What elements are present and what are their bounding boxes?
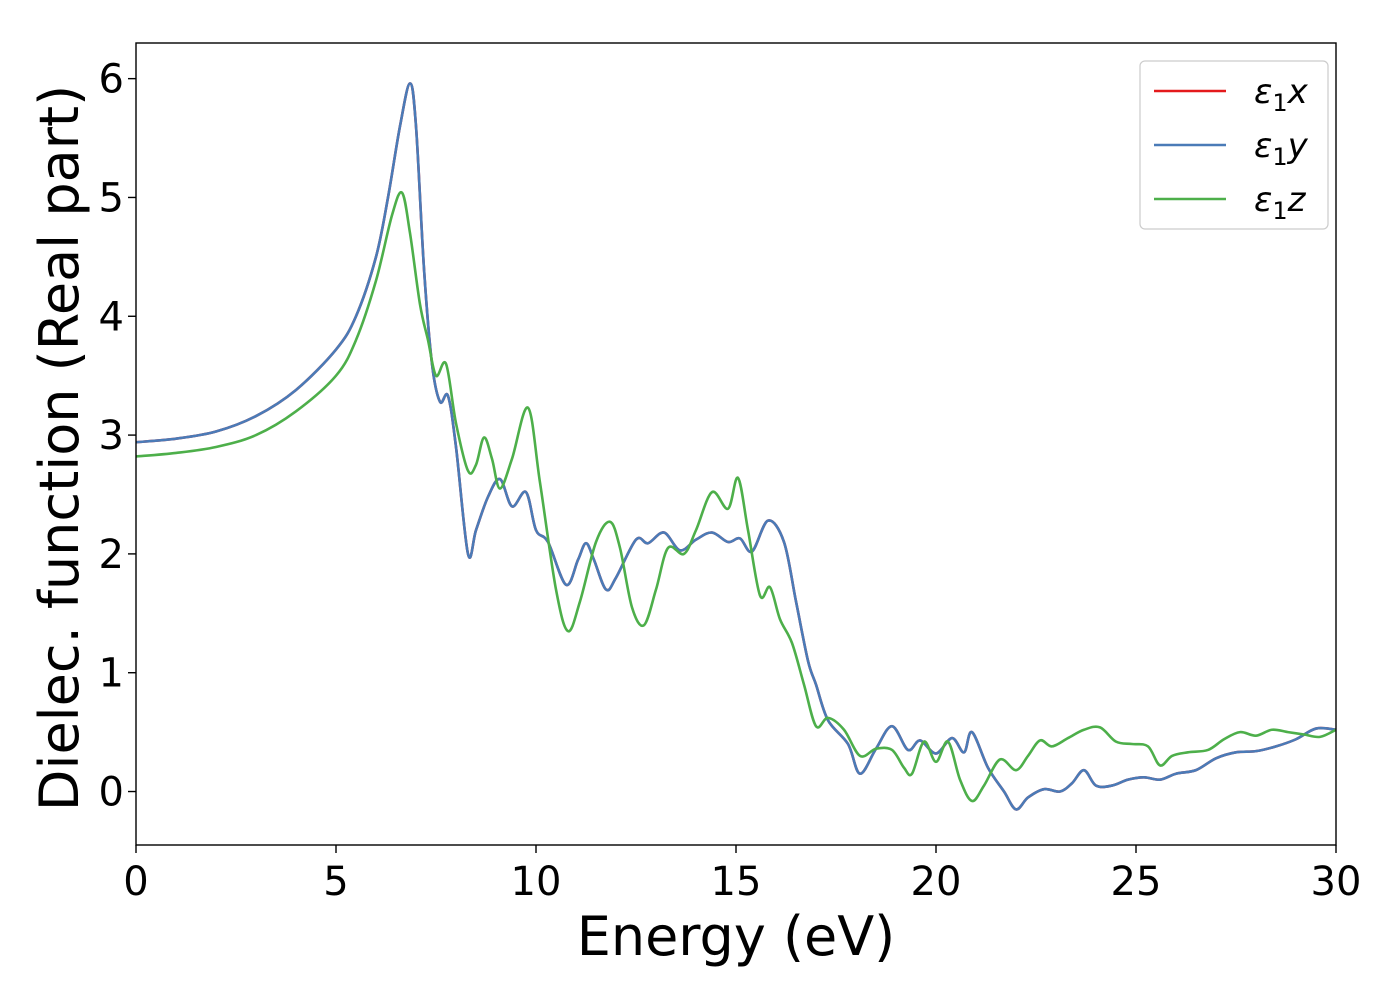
x-axis-ticks: 0 5 10 15 20 25 30 [123, 845, 1361, 905]
series-layer [136, 82, 1336, 811]
y-tick-label: 2 [99, 532, 124, 578]
series-line-z [136, 190, 1336, 803]
series-line-y [136, 82, 1336, 811]
x-tick-label: 5 [323, 859, 348, 905]
legend-item-x: ε1x [1154, 72, 1309, 117]
y-tick-label: 5 [99, 175, 124, 221]
x-tick-label: 0 [123, 859, 148, 905]
y-tick-label: 4 [99, 294, 124, 340]
x-axis-title: Energy (eV) [577, 905, 896, 968]
x-tick-label: 10 [511, 859, 562, 905]
x-tick-label: 15 [711, 859, 762, 905]
legend-label: ε1z [1254, 180, 1307, 225]
y-axis-title: Dielec. function (Real part) [28, 85, 91, 811]
y-tick-label: 3 [99, 413, 124, 459]
x-tick-label: 25 [1111, 859, 1162, 905]
legend-label: ε1x [1254, 72, 1309, 117]
y-tick-label: 6 [99, 57, 124, 103]
y-axis-ticks: 0 1 2 3 4 5 6 [99, 57, 136, 816]
legend-item-y: ε1y [1154, 126, 1309, 171]
legend-label: ε1y [1254, 126, 1309, 171]
legend: ε1x ε1y ε1z [1139, 60, 1329, 230]
x-tick-label: 30 [1311, 859, 1362, 905]
legend-item-z: ε1z [1154, 180, 1307, 225]
x-tick-label: 20 [911, 859, 962, 905]
y-tick-label: 0 [99, 770, 124, 816]
y-tick-label: 1 [99, 651, 124, 697]
legend-box [1139, 60, 1329, 230]
